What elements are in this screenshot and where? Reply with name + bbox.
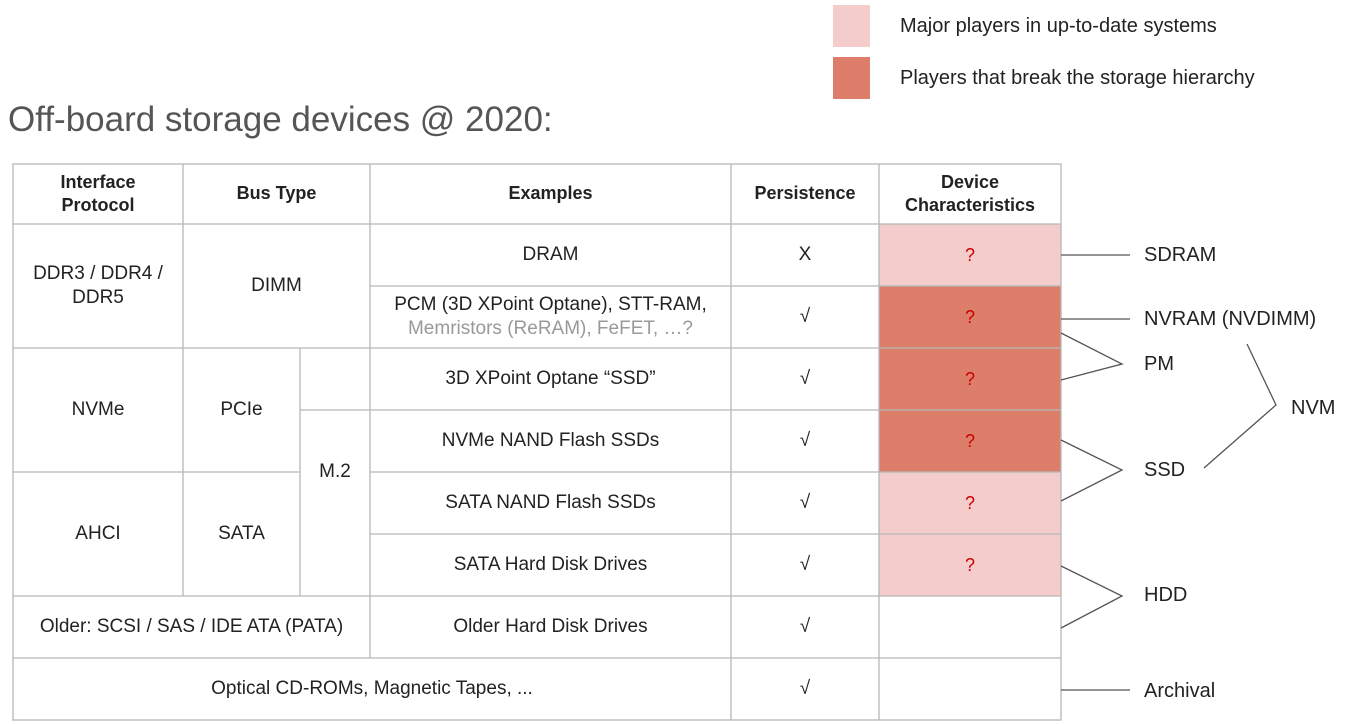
interface-ddr: DDR3 / DDR4 / DDR5 (33, 263, 163, 308)
legend-label-major: Major players in up-to-date systems (900, 15, 1217, 37)
example-optical: Optical CD-ROMs, Magnetic Tapes, ... (211, 678, 533, 700)
device-cell-nvme-ssd: ? (879, 410, 1061, 472)
header-examples: Examples (508, 183, 593, 204)
legend-swatch-major (833, 5, 870, 47)
persistence-dram: X (798, 244, 812, 266)
example-pcm: PCM (3D XPoint Optane), STT-RAM, Memrist… (370, 286, 731, 348)
device-cell-sata-ssd: ? (879, 472, 1061, 534)
header-device-characteristics: Device Characteristics (904, 171, 1036, 215)
device-cell-dram: ? (879, 224, 1061, 286)
bus-m2: M.2 (319, 461, 351, 483)
interface-nvme: NVMe (71, 399, 125, 421)
persistence-optical: √ (799, 678, 811, 700)
connector-lines (1060, 254, 1277, 691)
label-sdram: SDRAM (1144, 244, 1217, 266)
device-cell-sata-hdd: ? (879, 534, 1061, 596)
page-title: Off-board storage devices @ 2020: (8, 100, 553, 139)
persistence-nvme-ssd: √ (799, 430, 811, 452)
label-nvm: NVM (1291, 397, 1336, 419)
persistence-sata-ssd: √ (799, 492, 811, 514)
label-pm: PM (1144, 353, 1174, 375)
persistence-pcm: √ (799, 306, 811, 328)
label-nvram: NVRAM (NVDIMM) (1144, 308, 1317, 330)
table-grid (12, 163, 1062, 721)
label-ssd: SSD (1144, 459, 1186, 481)
header-bus-type: Bus Type (236, 183, 317, 204)
example-pcm-line1: PCM (3D XPoint Optane), STT-RAM, (394, 294, 707, 316)
header-interface-protocol: Interface Protocol (60, 171, 136, 215)
example-nvme-ssd: NVMe NAND Flash SSDs (441, 430, 660, 452)
bus-dimm: DIMM (251, 275, 302, 297)
example-optane-ssd: 3D XPoint Optane “SSD” (445, 368, 656, 390)
bus-pcie: PCIe (220, 399, 263, 421)
legend-label-break: Players that break the storage hierarchy (900, 67, 1255, 89)
example-dram: DRAM (522, 244, 579, 266)
example-pcm-line2: Memristors (ReRAM), FeFET, …? (407, 318, 694, 339)
example-older-hdd: Older Hard Disk Drives (453, 616, 648, 638)
device-cell-pcm: ? (879, 286, 1061, 348)
label-hdd: HDD (1144, 584, 1188, 606)
interface-older: Older: SCSI / SAS / IDE ATA (PATA) (39, 616, 344, 638)
example-sata-ssd: SATA NAND Flash SSDs (445, 492, 656, 514)
example-sata-hdd: SATA Hard Disk Drives (453, 554, 648, 576)
header-persistence: Persistence (754, 183, 856, 204)
persistence-optane-ssd: √ (799, 368, 811, 390)
persistence-older-hdd: √ (799, 616, 811, 638)
persistence-sata-hdd: √ (799, 554, 811, 576)
interface-ahci: AHCI (75, 523, 121, 545)
legend-swatch-break (833, 57, 870, 99)
label-archival: Archival (1144, 680, 1216, 702)
bus-sata: SATA (218, 523, 265, 545)
device-cell-optane-ssd: ? (879, 348, 1061, 410)
